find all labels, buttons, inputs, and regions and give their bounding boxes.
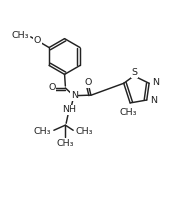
- Text: O: O: [48, 83, 55, 92]
- Text: CH₃: CH₃: [11, 31, 29, 40]
- Text: CH₃: CH₃: [76, 127, 93, 136]
- Text: O: O: [84, 78, 91, 87]
- Text: N: N: [150, 96, 157, 105]
- Text: S: S: [132, 68, 138, 77]
- Text: N: N: [153, 78, 160, 87]
- Text: CH₃: CH₃: [57, 139, 74, 148]
- Text: CH₃: CH₃: [120, 108, 137, 117]
- Text: CH₃: CH₃: [34, 127, 51, 136]
- Text: NH: NH: [62, 106, 76, 114]
- Text: N: N: [71, 91, 78, 100]
- Text: O: O: [34, 36, 41, 45]
